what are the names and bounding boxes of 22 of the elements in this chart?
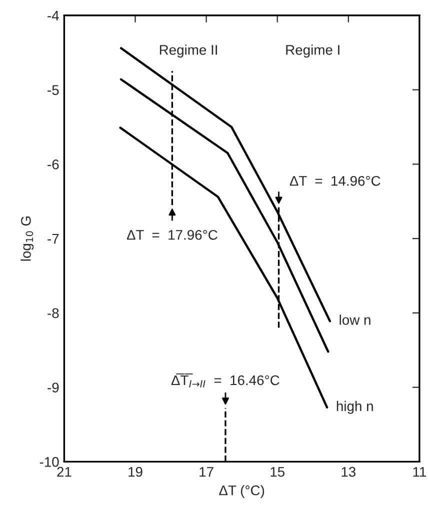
y-tick-label: -9: [48, 382, 59, 392]
y-tick-label: -7: [48, 234, 59, 244]
ref-line-label: ΔT = 14.96°C: [290, 176, 380, 186]
y-tick-label: -4: [48, 10, 59, 20]
y-tick-label: -5: [48, 85, 59, 95]
y-tick-label: -8: [48, 308, 59, 318]
x-tick-label: 21: [57, 466, 72, 477]
x-tick-label: 13: [342, 466, 356, 477]
x-tick-label: 19: [128, 466, 142, 477]
x-tick-label: 11: [413, 467, 426, 477]
annotation: Regime I: [286, 44, 340, 58]
y-tick-label: -10: [40, 457, 59, 467]
series-label: low n: [340, 314, 370, 325]
annotation: Regime II: [160, 44, 217, 58]
x-tick-label: 15: [270, 467, 284, 477]
series-label: high n: [336, 400, 373, 414]
y-axis-title: log$_{10}$ G: [20, 216, 34, 261]
ref-line-label: Δ̅T̅$_{I→II}$ = 16.46°C: [171, 374, 280, 388]
x-axis-title: ΔT (°C): [219, 485, 264, 498]
x-tick-label: 17: [200, 467, 214, 477]
ref-line-label: ΔT = 17.96°C: [126, 230, 218, 240]
y-tick-label: -6: [48, 159, 59, 170]
